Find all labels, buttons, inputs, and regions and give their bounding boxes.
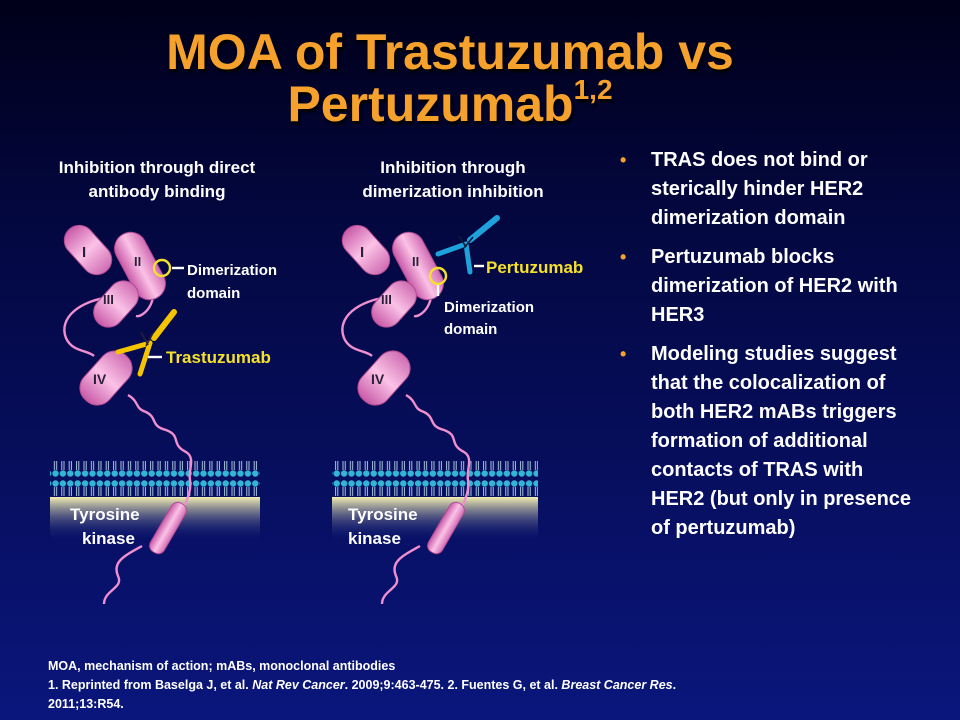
left-domain-II-label: II (134, 254, 141, 269)
left-kinase-label-1: Tyrosine (70, 505, 140, 524)
left-receptor: I II III IV Dimerization domain Trastuzu… (50, 224, 277, 605)
title-line-2-text: Pertuzumab (287, 76, 574, 132)
right-domain-III-label: III (381, 292, 392, 307)
ref1-journal: Nat Rev Cancer (252, 678, 345, 692)
right-kinase-label-2: kinase (348, 529, 401, 548)
footnote-references: 1. Reprinted from Baselga J, et al. Nat … (48, 676, 928, 695)
left-kinase-label-2: kinase (82, 529, 135, 548)
bullet-item: Pertuzumab blocks dimerization of HER2 w… (620, 243, 920, 330)
left-domain-IV-label: IV (93, 371, 107, 387)
left-heading-line-1: Inhibition through direct (58, 158, 256, 177)
left-domain-I-label: I (82, 244, 86, 261)
title-superscript: 1,2 (573, 74, 613, 105)
bullet-list: TRAS does not bind or sterically hinder … (620, 146, 920, 553)
pertuzumab-label: Pertuzumab (486, 258, 583, 277)
left-domain-II (114, 231, 166, 301)
left-dimerization-label-2: domain (187, 285, 240, 302)
right-kinase-label-1: Tyrosine (348, 505, 418, 524)
right-domain-II-label: II (412, 254, 419, 269)
title-line-2: Pertuzumab1,2 (0, 76, 900, 132)
footnote-ref2-tail: 2011;13:R54. (48, 697, 124, 711)
left-intracellular-tail (102, 544, 143, 605)
right-domain-II (392, 231, 444, 301)
right-intracellular-tail (380, 544, 421, 605)
title-line-1: MOA of Trastuzumab vs (166, 24, 734, 80)
footnote-abbreviations: MOA, mechanism of action; mABs, monoclon… (48, 659, 396, 673)
right-panel-heading: Inhibition through dimerization inhibiti… (318, 156, 588, 204)
left-domain-III-label: III (103, 292, 114, 307)
slide-title: MOA of Trastuzumab vs Pertuzumab1,2 (0, 26, 900, 130)
trastuzumab-label: Trastuzumab (166, 348, 271, 367)
right-dimerization-marker (428, 266, 448, 286)
ref1-prefix: 1. Reprinted from Baselga J, et al. (48, 678, 253, 692)
right-receptor: I II III IV Dimerization domain Pertuzum… (332, 215, 583, 605)
left-domain-I (63, 224, 113, 276)
pertuzumab-antibody (435, 215, 500, 275)
bullet-item: Modeling studies suggest that the coloca… (620, 340, 920, 543)
left-heading-line-2: antibody binding (88, 182, 226, 201)
ref1-suffix: . 2009;9:463-475. 2. Fuentes G, et al. (344, 678, 562, 692)
left-tyrosine-kinase-domain (149, 501, 187, 555)
ref2-suffix: . (672, 678, 677, 692)
left-panel-heading: Inhibition through direct antibody bindi… (22, 156, 292, 204)
right-transmembrane-linker (405, 393, 471, 513)
ref2-journal: Breast Cancer Res (561, 678, 673, 692)
right-domain-IV-label: IV (371, 371, 385, 387)
right-heading-line-1: Inhibition through (380, 158, 526, 177)
right-domain-I (341, 224, 391, 276)
right-linker-loop (341, 295, 391, 357)
right-domain-III (371, 280, 417, 328)
left-transmembrane-linker (127, 393, 193, 513)
trastuzumab-antibody (115, 309, 177, 377)
left-dimerization-marker (152, 258, 172, 278)
right-heading-line-2: dimerization inhibition (362, 182, 544, 201)
right-dimerization-label-1: Dimerization (444, 299, 534, 316)
her2-mechanism-diagram: I II III IV Dimerization domain Trastuzu… (50, 215, 583, 605)
left-linker-loop (63, 295, 113, 357)
left-domain-III (93, 280, 139, 328)
right-domain-IV (357, 350, 411, 406)
right-tyrosine-kinase-domain (427, 501, 465, 555)
left-dimerization-label-1: Dimerization (187, 262, 277, 279)
bullet-item: TRAS does not bind or sterically hinder … (620, 146, 920, 233)
left-domain-IV (79, 350, 133, 406)
right-domain-I-label: I (360, 244, 364, 261)
left-cell-membrane (50, 456, 260, 498)
footnote: MOA, mechanism of action; mABs, monoclon… (48, 657, 928, 714)
right-cell-membrane (332, 456, 538, 498)
right-dimerization-label-2: domain (444, 321, 497, 338)
